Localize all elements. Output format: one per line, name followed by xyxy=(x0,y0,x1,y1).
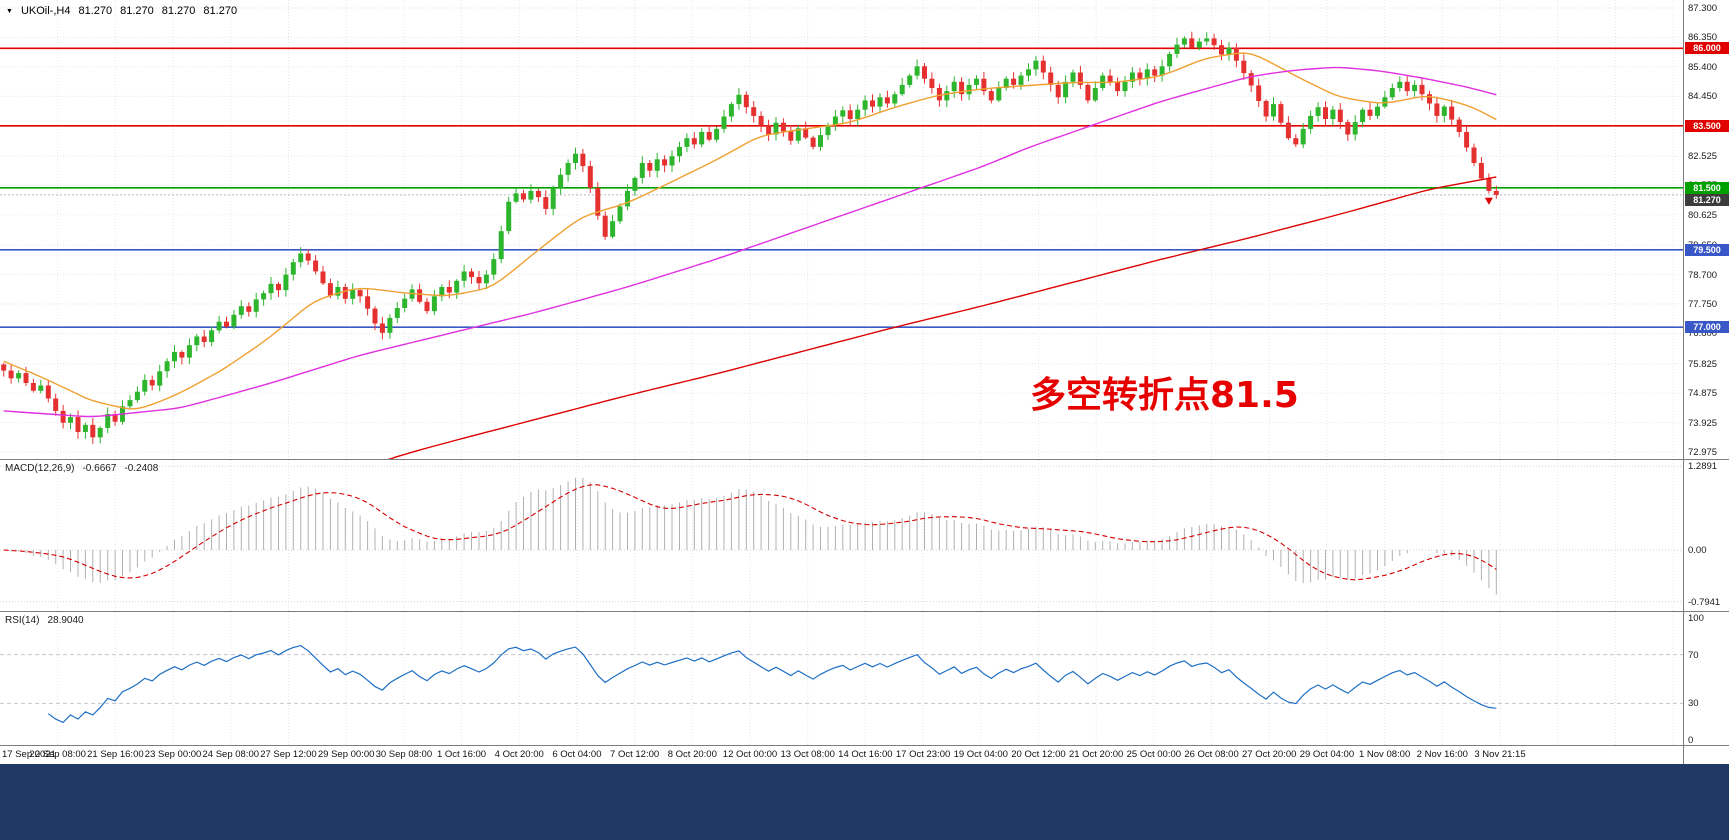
price-axis-label: 82.525 xyxy=(1688,151,1718,162)
price-axis-label: 72.975 xyxy=(1688,447,1718,458)
price-axis-label: 73.925 xyxy=(1688,417,1718,429)
panel-resize-handle[interactable] xyxy=(0,745,1729,746)
time-axis-label: 24 Sep 08:00 xyxy=(202,749,260,760)
rsi-panel[interactable]: RSI(14) 28.9040 xyxy=(0,612,1683,745)
price-axis-label: 84.450 xyxy=(1688,91,1718,103)
macd-axis-label: 0.00 xyxy=(1688,545,1707,556)
time-axis-label: 4 Oct 20:00 xyxy=(494,749,544,760)
symbol-info: ▼ UKOil-,H4 81.270 81.270 81.270 81.270 xyxy=(6,5,237,17)
macd-plot[interactable] xyxy=(0,460,1683,611)
panel-resize-handle[interactable] xyxy=(0,611,1729,612)
macd-axis-label: 1.2891 xyxy=(1688,461,1718,473)
time-axis-label: 1 Oct 16:00 xyxy=(436,749,487,760)
rsi-axis-label: 100 xyxy=(1688,613,1704,624)
time-axis-label: 27 Oct 20:00 xyxy=(1242,749,1297,760)
price-axis[interactable]: 87.300 86.350 85.400 84.450 83.500 82.525 81.5… xyxy=(1683,0,1729,764)
time-axis-label: 25 Oct 00:00 xyxy=(1126,749,1182,760)
macd-value-signal: -0.2408 xyxy=(124,463,159,474)
price-axis-label: 87.300 xyxy=(1688,3,1718,14)
rsi-axis-label: 30 xyxy=(1688,698,1699,710)
time-axis-label: 29 Sep 00:00 xyxy=(317,749,375,760)
current-price-badge: 81.270 xyxy=(1685,193,1729,206)
time-axis-label: 17 Oct 23:00 xyxy=(895,749,951,760)
time-axis-label: 12 Oct 00:00 xyxy=(722,749,778,760)
time-axis-label: 2 Nov 16:00 xyxy=(1416,749,1468,760)
price-axis-label: 78.700 xyxy=(1688,269,1718,281)
time-axis-label: 19 Oct 04:00 xyxy=(953,749,1008,760)
price-line-badge: 79.500 xyxy=(1685,243,1729,256)
time-axis-label: 21 Oct 20:00 xyxy=(1068,749,1124,760)
time-axis-label: 8 Oct 20:00 xyxy=(667,749,717,760)
price-line-badge: 77.000 xyxy=(1685,321,1729,334)
price-axis-label: 74.875 xyxy=(1688,388,1718,400)
ohlc-open: 81.270 xyxy=(78,5,113,17)
price-axis-label: 75.825 xyxy=(1688,358,1718,370)
price-axis-label: 77.750 xyxy=(1688,299,1718,310)
time-axis-label: 14 Oct 16:00 xyxy=(838,749,893,760)
rsi-name: RSI(14) xyxy=(5,615,40,626)
macd-label: MACD(12,26,9) -0.6667 -0.2408 xyxy=(5,463,158,474)
price-axis-label: 80.625 xyxy=(1688,209,1718,221)
symbol-name: UKOil-,H4 xyxy=(20,5,71,17)
rsi-axis-label: 0 xyxy=(1688,735,1694,746)
rsi-value: 28.9040 xyxy=(47,615,84,626)
macd-panel[interactable]: MACD(12,26,9) -0.6667 -0.2408 xyxy=(0,460,1683,611)
time-axis-label: 21 Sep 16:00 xyxy=(87,749,144,760)
time-axis-label: 20 Sep 08:00 xyxy=(29,749,86,760)
chevron-down-icon[interactable]: ▼ xyxy=(6,7,13,15)
rsi-plot[interactable] xyxy=(0,612,1683,745)
time-axis-label: 13 Oct 08:00 xyxy=(780,749,835,760)
rsi-label: RSI(14) 28.9040 xyxy=(5,615,84,626)
ohlc-high: 81.270 xyxy=(120,5,154,17)
macd-name: MACD(12,26,9) xyxy=(5,463,75,474)
price-axis-label: 86.350 xyxy=(1688,32,1718,44)
time-axis-label: 29 Oct 04:00 xyxy=(1299,749,1355,760)
ohlc-low: 81.270 xyxy=(161,5,196,17)
time-axis-label: 17 Sep 2021 xyxy=(2,749,56,760)
bottom-bar xyxy=(0,764,1729,840)
ohlc-close: 81.270 xyxy=(203,5,238,17)
time-axis-label: 20 Oct 12:00 xyxy=(1011,749,1066,760)
time-axis-label: 23 Sep 00:00 xyxy=(144,749,202,760)
price-line-badge: 83.500 xyxy=(1685,119,1729,132)
time-axis[interactable]: 17 Sep 2021 20 Sep 08:00 21 Sep 16:00 23 Se… xyxy=(0,746,1683,764)
time-axis-label: 30 Sep 08:00 xyxy=(375,749,433,760)
annotation-text: 多空转折点81.5 xyxy=(1030,375,1299,416)
price-line-badge: 81.500 xyxy=(1685,181,1729,194)
time-axis-label: 6 Oct 04:00 xyxy=(552,749,602,760)
time-axis-label: 1 Nov 08:00 xyxy=(1358,749,1411,760)
macd-value-main: -0.6667 xyxy=(82,463,117,474)
time-axis-label: 7 Oct 12:00 xyxy=(610,749,660,760)
rsi-axis-label: 70 xyxy=(1688,649,1699,661)
time-axis-label: 27 Sep 12:00 xyxy=(260,749,317,760)
time-axis-label: 3 Nov 21:15 xyxy=(1474,749,1526,760)
macd-axis-label: -0.7941 xyxy=(1688,596,1721,608)
price-axis-label: 76.800 xyxy=(1688,328,1718,340)
price-chart[interactable] xyxy=(0,0,1683,459)
price-line-badge: 86.000 xyxy=(1685,42,1729,55)
time-axis-label: 26 Oct 08:00 xyxy=(1184,749,1239,760)
panel-resize-handle[interactable] xyxy=(0,459,1729,460)
price-axis-label: 85.400 xyxy=(1688,61,1718,73)
